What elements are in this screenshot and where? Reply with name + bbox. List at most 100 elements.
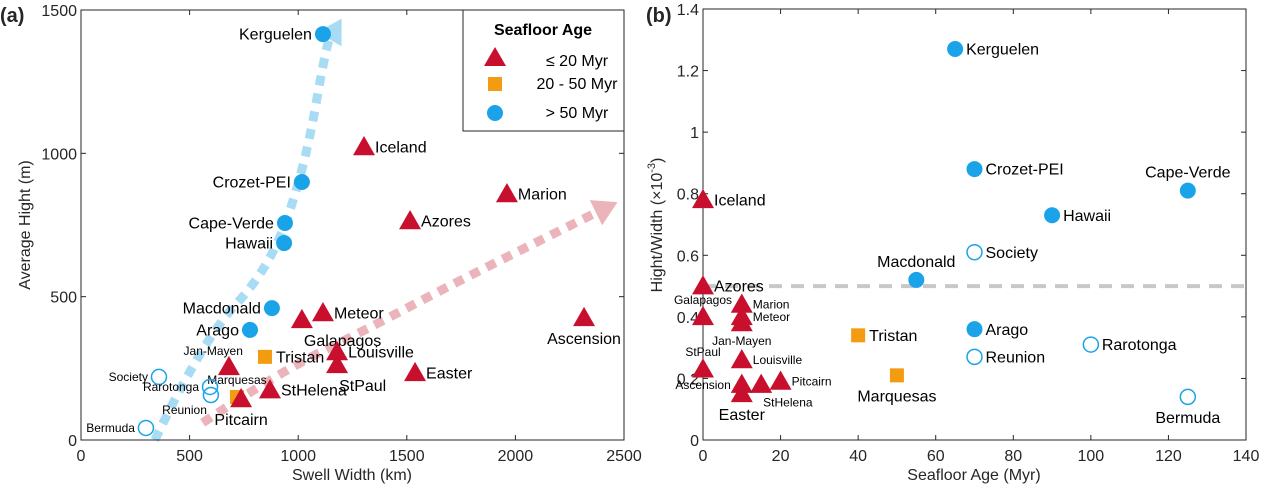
point-label: Meteor [753,310,790,324]
circle-marker [293,174,310,190]
y-tick-label: 0.6 [677,248,699,265]
panel-a: (a) 0 500 1000 1500 2000 2500 0 500 1000 1500 Ker… [0,3,642,484]
panel-a-label: (a) [0,5,24,27]
data-point: Meteor [311,302,384,323]
data-point: Jan-Mayen [184,344,243,376]
triangle-marker [692,358,714,378]
data-point: Bermuda [86,419,155,437]
point-label: Arago [196,323,239,340]
point-label: Louisville [348,345,414,362]
data-point: Rarotonga [1082,336,1177,354]
triangle-marker [495,183,518,203]
data-point: Louisville [730,348,802,369]
legend-label-mid: 20 - 50 Myr [537,76,619,93]
point-label: Tristan [276,349,324,366]
point-label: Rarotonga [1102,337,1177,354]
triangle-marker [750,373,773,393]
point-label: Azores [714,279,764,296]
triangle-marker [290,308,313,329]
y-tick-label: 1000 [41,146,77,163]
x-tick-label: 2500 [606,448,642,465]
square-marker [257,349,272,364]
circle-marker [276,235,293,252]
x-tick-label: 120 [1155,448,1182,465]
point-label: Iceland [714,192,766,209]
point-label: StPaul [339,378,386,395]
x-tick-label: 2000 [498,448,534,465]
point-label: Iceland [375,140,427,157]
triangle-marker [326,340,349,361]
y-tick-label: 1 [690,125,699,142]
x-tick-label: 20 [772,448,790,465]
circle-marker [263,300,280,317]
open-circle-marker [1179,388,1197,406]
data-point: Marion [495,183,567,204]
data-point: Galapagos [290,308,381,350]
data-point: Galapagos [674,293,732,326]
point-label: Macdonald [183,301,261,318]
x-axis-title: Swell Width (km) [292,467,412,484]
data-point: Crozet-PEI [213,174,310,192]
data-point: Reunion [162,386,220,417]
circle-marker [314,26,331,43]
point-label: Pitcairn [792,375,832,389]
point-label: Meteor [334,306,384,323]
point-label: Society [109,370,148,384]
x-tick-label: 100 [1078,448,1105,465]
axes: 0 500 1000 1500 2000 2500 0 500 1000 1500 [41,3,641,465]
circle-marker [241,321,258,338]
data-point: Bermuda [1155,388,1220,427]
data-point: Jan-Mayen [712,312,771,348]
square-marker [889,368,904,383]
x-axis-title: Seafloor Age (Myr) [907,467,1040,484]
point-label: Cape-Verde [189,216,274,233]
point-label: Ascension [675,378,730,392]
data-point: Azores [399,209,471,231]
data-point: Iceland [692,188,766,209]
point-label: Marquesas [857,388,936,405]
circle-marker [966,161,983,178]
point-label: Bermuda [86,421,135,435]
data-point: Macdonald [183,300,280,318]
red-trend-arrow-head [589,200,618,226]
triangle-marker [730,382,753,403]
data-points: Kerguelen Iceland Marion Azores Crozet-PEI Ca… [86,26,621,437]
data-point: Cape-Verde [1145,165,1231,199]
x-tick-label: 60 [927,448,945,465]
point-label: Easter [426,366,473,383]
data-point: Easter [404,361,473,383]
legend-label-old: > 50 Myr [546,105,609,122]
circle-marker [1044,207,1061,224]
circle-marker [966,321,983,338]
data-point: Crozet-PEI [966,161,1064,179]
data-point: Arago [966,321,1028,339]
blue-trend-arrow-shaft [150,36,334,442]
triangle-marker [769,370,792,390]
y-tick-label: 1500 [41,3,77,20]
triangle-marker [399,209,422,230]
x-tick-label: 80 [1004,448,1022,465]
y-tick-label: 0.8 [677,187,699,204]
data-point: Pitcairn [214,388,268,429]
data-point: Macdonald [877,254,955,288]
y-axis-title-main: Hight/Width (×10 [649,173,666,293]
triangle-marker [258,379,281,399]
point-label: StPaul [685,345,720,359]
circle-marker [908,271,925,288]
circle-marker [276,214,293,231]
point-label: Jan-Mayen [184,344,243,358]
open-circle-marker [202,386,220,404]
triangle-marker [353,136,376,156]
open-circle-marker [201,378,219,396]
x-tick-label: 1500 [389,448,425,465]
plot-frame [702,8,1247,441]
square-marker [851,328,866,343]
y-axis-title-exponent: -3 [646,163,658,173]
point-label: Hawaii [1063,208,1111,225]
data-point: Arago [196,321,258,340]
triangle-marker [230,388,253,408]
y-tick-label: 0 [690,433,699,450]
red-trend-arrow-shaft [200,208,598,427]
y-axis-title-close: ) [649,158,666,163]
